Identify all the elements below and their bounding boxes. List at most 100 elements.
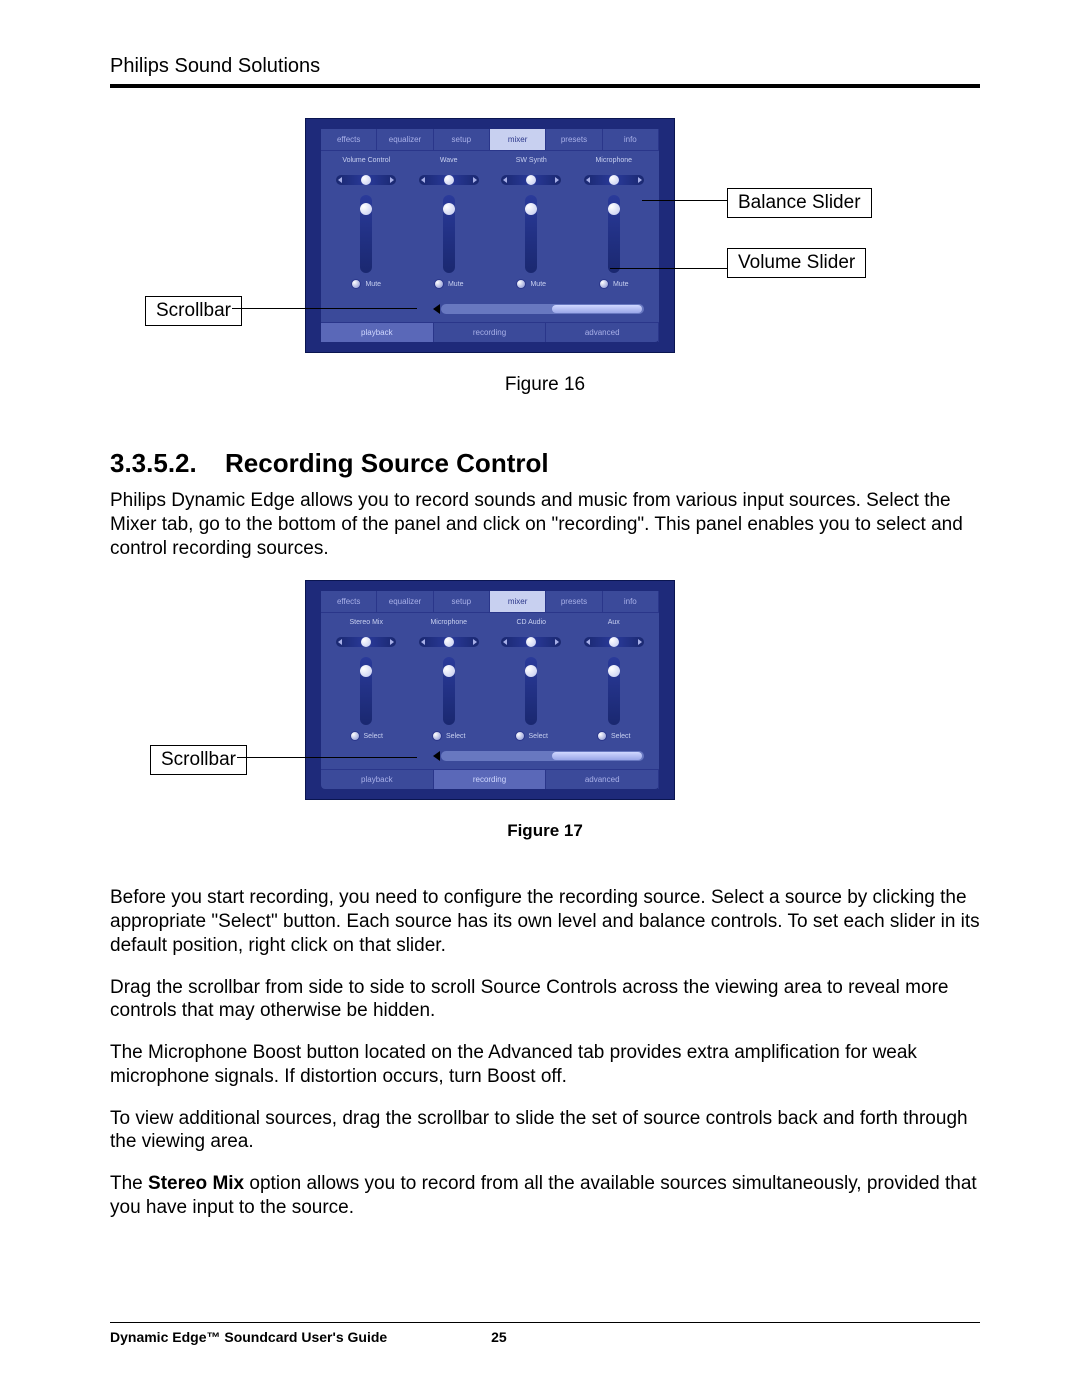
callout-line [237, 757, 417, 758]
paragraph-stereo-mix: The Stereo Mix option allows you to reco… [110, 1172, 980, 1220]
header-rule [110, 84, 980, 88]
balance-slider[interactable] [584, 175, 644, 185]
btab-recording[interactable]: recording [434, 769, 547, 789]
mixer-panel-recording: effects equalizer setup mixer presets in… [305, 580, 675, 800]
callout-scrollbar: Scrollbar [145, 296, 242, 326]
volume-slider[interactable] [608, 195, 620, 273]
text: The [110, 1173, 148, 1194]
channel-label: Microphone [595, 157, 632, 171]
body-text: Before you start recording, you need to … [110, 886, 980, 1219]
horizontal-scrollbar[interactable] [441, 751, 644, 761]
tab-setup[interactable]: setup [434, 129, 490, 150]
balance-slider[interactable] [501, 637, 561, 647]
mute-toggle[interactable] [351, 279, 361, 289]
channel-label: Microphone [430, 619, 467, 633]
top-tab-row: effects equalizer setup mixer presets in… [321, 591, 659, 613]
callout-scrollbar: Scrollbar [150, 745, 247, 775]
channel-volume-control: Volume Control Mute [327, 157, 405, 299]
channel-label: Volume Control [342, 157, 390, 171]
channel-wave: Wave Mute [410, 157, 488, 299]
channel-label: Aux [608, 619, 620, 633]
callout-balance: Balance Slider [727, 188, 872, 218]
mute-label: Mute [613, 281, 629, 288]
section-heading: 3.3.5.2.Recording Source Control [110, 448, 980, 479]
tab-setup[interactable]: setup [434, 591, 490, 612]
section-title: Recording Source Control [225, 448, 549, 478]
select-label: Select [611, 733, 630, 740]
tab-equalizer[interactable]: equalizer [377, 591, 433, 612]
mute-toggle[interactable] [434, 279, 444, 289]
callout-volume: Volume Slider [727, 248, 866, 278]
select-label: Select [364, 733, 383, 740]
footer-title: Dynamic Edge™ Soundcard User's Guide [110, 1329, 387, 1345]
btab-playback[interactable]: playback [321, 322, 434, 342]
volume-slider[interactable] [608, 657, 620, 725]
mute-label: Mute [530, 281, 546, 288]
balance-slider[interactable] [336, 637, 396, 647]
channel-microphone: Microphone Select [410, 619, 488, 748]
balance-slider[interactable] [501, 175, 561, 185]
channel-strip-row: Stereo Mix Select Microphone Select CD A… [321, 613, 659, 748]
balance-slider[interactable] [419, 175, 479, 185]
select-toggle[interactable] [597, 731, 607, 741]
page-number: 25 [491, 1329, 507, 1345]
volume-slider[interactable] [525, 195, 537, 273]
select-toggle[interactable] [432, 731, 442, 741]
figure-16: effects equalizer setup mixer presets in… [110, 118, 980, 418]
volume-slider[interactable] [360, 657, 372, 725]
btab-playback[interactable]: playback [321, 769, 434, 789]
section-intro: Philips Dynamic Edge allows you to recor… [110, 489, 980, 560]
tab-presets[interactable]: presets [546, 129, 602, 150]
section-recording-source-control: 3.3.5.2.Recording Source Control Philips… [110, 448, 980, 560]
footer-rule [110, 1322, 980, 1323]
volume-slider[interactable] [360, 195, 372, 273]
channel-aux: Aux Select [575, 619, 653, 748]
volume-slider[interactable] [443, 195, 455, 273]
callout-line [610, 268, 727, 269]
mute-label: Mute [365, 281, 381, 288]
mute-label: Mute [448, 281, 464, 288]
paragraph: To view additional sources, drag the scr… [110, 1107, 980, 1155]
select-label: Select [529, 733, 548, 740]
bottom-tab-row: playback recording advanced [321, 769, 659, 789]
channel-sw-synth: SW Synth Mute [492, 157, 570, 299]
tab-info[interactable]: info [603, 129, 659, 150]
page-footer: Dynamic Edge™ Soundcard User's Guide 25 [110, 1322, 980, 1345]
bottom-tab-row: playback recording advanced [321, 322, 659, 342]
mute-toggle[interactable] [599, 279, 609, 289]
volume-slider[interactable] [443, 657, 455, 725]
figure-17: effects equalizer setup mixer presets in… [110, 580, 980, 850]
select-label: Select [446, 733, 465, 740]
volume-slider[interactable] [525, 657, 537, 725]
btab-advanced[interactable]: advanced [546, 769, 659, 789]
horizontal-scrollbar[interactable] [441, 304, 644, 314]
btab-advanced[interactable]: advanced [546, 322, 659, 342]
channel-label: CD Audio [516, 619, 546, 633]
balance-slider[interactable] [584, 637, 644, 647]
paragraph: The Microphone Boost button located on t… [110, 1041, 980, 1089]
tab-mixer[interactable]: mixer [490, 591, 546, 612]
btab-recording[interactable]: recording [434, 322, 547, 342]
channel-stereo-mix: Stereo Mix Select [327, 619, 405, 748]
top-tab-row: effects equalizer setup mixer presets in… [321, 129, 659, 151]
select-toggle[interactable] [350, 731, 360, 741]
section-number: 3.3.5.2. [110, 448, 225, 479]
mute-toggle[interactable] [516, 279, 526, 289]
balance-slider[interactable] [336, 175, 396, 185]
tab-info[interactable]: info [603, 591, 659, 612]
callout-line [642, 200, 727, 201]
tab-effects[interactable]: effects [321, 129, 377, 150]
channel-microphone: Microphone Mute [575, 157, 653, 299]
tab-effects[interactable]: effects [321, 591, 377, 612]
tab-mixer[interactable]: mixer [490, 129, 546, 150]
channel-label: Stereo Mix [350, 619, 383, 633]
select-toggle[interactable] [515, 731, 525, 741]
tab-presets[interactable]: presets [546, 591, 602, 612]
paragraph: Before you start recording, you need to … [110, 886, 980, 957]
tab-equalizer[interactable]: equalizer [377, 129, 433, 150]
balance-slider[interactable] [419, 637, 479, 647]
figure-17-caption: Figure 17 [110, 821, 980, 841]
bold-text: Stereo Mix [148, 1173, 244, 1194]
paragraph: Drag the scrollbar from side to side to … [110, 976, 980, 1024]
mixer-panel-playback: effects equalizer setup mixer presets in… [305, 118, 675, 353]
